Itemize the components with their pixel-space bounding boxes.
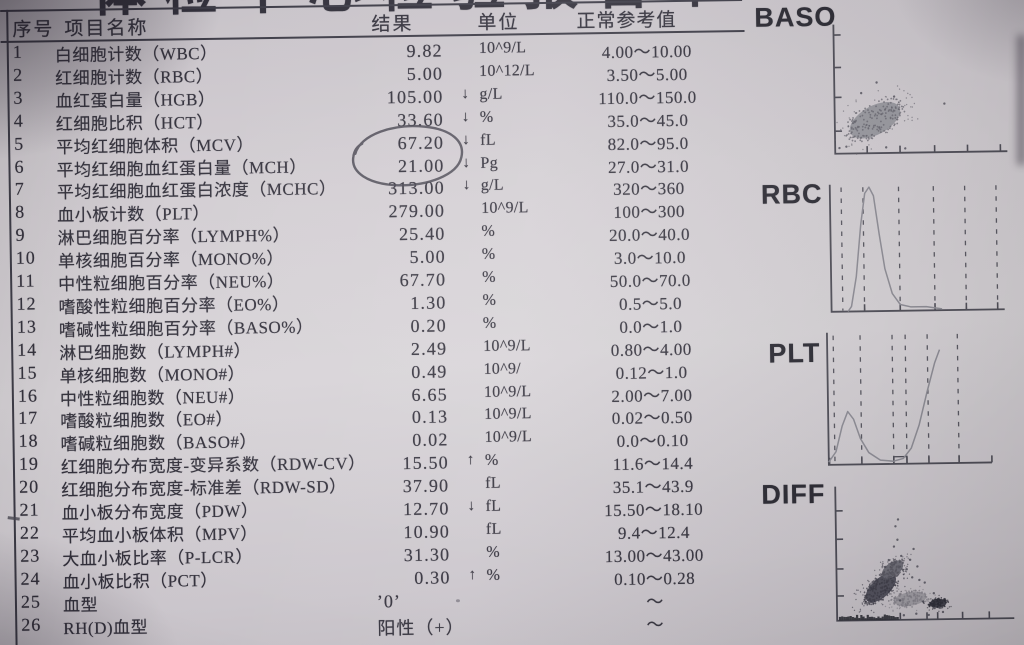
row-unit: 10^9/L bbox=[478, 39, 527, 57]
diff-scatter-chart bbox=[834, 486, 1015, 622]
row-unit: Pg bbox=[480, 154, 499, 172]
row-seq: 7 bbox=[14, 179, 25, 200]
column-header-seq: 序号 bbox=[12, 19, 55, 41]
column-header-result: 结果 bbox=[371, 13, 414, 36]
row-unit: 10^9/L bbox=[484, 405, 532, 424]
plt-chart-label: PLT bbox=[768, 337, 821, 369]
row-unit: % bbox=[482, 268, 496, 286]
row-unit: 10^9/L bbox=[481, 199, 529, 218]
row-seq: 17 bbox=[18, 407, 39, 429]
row-seq: 4 bbox=[13, 110, 24, 131]
column-header-reference: 正常参考值 bbox=[576, 9, 677, 33]
row-unit: % bbox=[482, 314, 497, 332]
row-flag-arrow: ↓ bbox=[461, 108, 470, 125]
row-seq: 10 bbox=[15, 247, 36, 268]
row-unit: % bbox=[479, 108, 494, 126]
row-unit: fL bbox=[485, 520, 502, 538]
row-seq: 13 bbox=[16, 316, 37, 337]
ink-dot bbox=[455, 599, 460, 603]
row-seq: 15 bbox=[17, 362, 38, 383]
row-flag-arrow: ↑ bbox=[468, 566, 477, 583]
row-seq: 20 bbox=[19, 476, 40, 497]
row-seq: 23 bbox=[20, 545, 41, 566]
row-seq: 9 bbox=[15, 224, 26, 245]
row-seq: 2 bbox=[12, 64, 24, 85]
row-flag-arrow: ↓ bbox=[462, 177, 471, 194]
row-result: 阳性（+） bbox=[377, 616, 465, 638]
row-seq: 25 bbox=[20, 591, 42, 612]
row-unit: 10^9/L bbox=[483, 382, 532, 401]
row-flag-arrow: ↓ bbox=[462, 154, 471, 171]
row-unit: fL bbox=[480, 131, 496, 149]
column-header-name: 项目名称 bbox=[64, 17, 149, 41]
row-seq: 12 bbox=[16, 293, 37, 314]
row-seq: 19 bbox=[18, 453, 40, 474]
row-reference: ～ bbox=[646, 614, 665, 634]
row-seq: 21 bbox=[19, 499, 40, 520]
row-flag-arrow: ↓ bbox=[467, 498, 476, 515]
row-seq: 18 bbox=[18, 430, 39, 452]
row-seq: 1 bbox=[12, 41, 23, 62]
row-item-name: RH(D)血型 bbox=[63, 617, 149, 638]
row-seq: 8 bbox=[14, 201, 26, 223]
row-unit: 10^9/ bbox=[483, 359, 522, 378]
column-header-unit: 单位 bbox=[477, 12, 520, 34]
baso-chart-label: BASO bbox=[754, 1, 837, 33]
row-seq: 14 bbox=[17, 339, 38, 360]
row-unit: % bbox=[481, 245, 496, 263]
row-unit: 10^12/L bbox=[478, 61, 536, 80]
row-unit: % bbox=[484, 451, 499, 470]
rbc-chart-label: RBC bbox=[760, 178, 823, 210]
row-seq: 26 bbox=[21, 613, 42, 635]
row-unit: % bbox=[486, 543, 501, 561]
row-flag-arrow: ↓ bbox=[462, 131, 470, 148]
row-unit: 10^9/L bbox=[483, 336, 531, 355]
row-seq: 5 bbox=[13, 133, 25, 154]
plt-histogram-chart bbox=[826, 332, 993, 466]
rbc-histogram-chart bbox=[828, 184, 1005, 313]
row-seq: 24 bbox=[20, 568, 41, 589]
row-unit: % bbox=[486, 566, 501, 584]
row-flag-arrow: ↓ bbox=[461, 85, 470, 102]
row-unit: % bbox=[482, 291, 497, 309]
row-seq: 11 bbox=[16, 270, 36, 291]
row-unit: fL bbox=[485, 497, 502, 515]
photo-edge-shadow bbox=[1017, 35, 1024, 165]
row-seq: 3 bbox=[13, 87, 24, 108]
row-flag-arrow: ↑ bbox=[466, 452, 475, 469]
row-unit: 10^9/L bbox=[484, 428, 533, 447]
row-unit: % bbox=[481, 222, 496, 241]
row-seq: 6 bbox=[14, 156, 25, 177]
row-seq: 16 bbox=[17, 384, 39, 406]
diff-chart-label: DIFF bbox=[761, 478, 826, 510]
baso-scatter-chart bbox=[832, 24, 1008, 155]
row-unit: g/L bbox=[479, 85, 503, 103]
row-item-name: 血型 bbox=[62, 595, 99, 615]
row-seq: 22 bbox=[19, 522, 41, 543]
row-unit: g/L bbox=[480, 176, 505, 195]
row-unit: fL bbox=[485, 474, 502, 492]
